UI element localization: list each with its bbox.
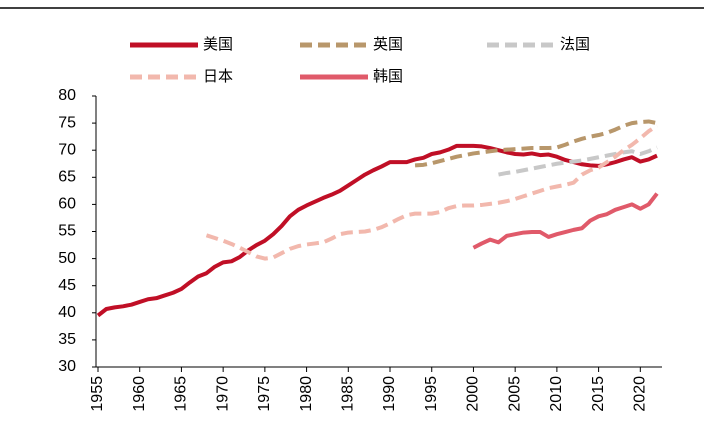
- x-tick-label: 1970: [214, 376, 231, 412]
- legend-label: 美国: [203, 36, 233, 53]
- x-tick-label: 2000: [465, 376, 482, 412]
- x-tick-label: 1975: [256, 376, 273, 412]
- legend-label: 法国: [560, 36, 590, 53]
- x-tick-label: 1990: [381, 376, 398, 412]
- x-tick-label: 2020: [632, 376, 649, 412]
- x-tick-label: 2010: [548, 376, 565, 412]
- x-tick-label: 1985: [340, 376, 357, 412]
- x-tick-label: 1960: [131, 376, 148, 412]
- series-line: [472, 192, 659, 250]
- x-tick-label: 1995: [423, 376, 440, 412]
- y-tick-label: 75: [58, 114, 76, 131]
- series-line: [205, 124, 659, 261]
- series-line: [96, 143, 658, 318]
- y-tick-label: 35: [58, 331, 76, 348]
- x-tick-label: 1965: [173, 376, 190, 412]
- legend-label: 英国: [373, 35, 403, 53]
- x-tick-label: 1980: [298, 376, 315, 412]
- y-tick-label: 60: [58, 196, 76, 213]
- series-line: [414, 119, 658, 168]
- y-tick-label: 70: [58, 141, 76, 158]
- legend-label: 日本: [203, 68, 233, 85]
- y-tick-label: 30: [58, 358, 76, 375]
- series-line: [498, 145, 658, 177]
- y-tick-label: 40: [58, 304, 76, 321]
- x-tick-label: 2015: [590, 376, 607, 412]
- x-tick-label: 2005: [506, 376, 523, 412]
- y-tick-label: 50: [58, 250, 76, 267]
- x-tick-label: 1955: [89, 376, 106, 412]
- y-tick-label: 45: [58, 277, 76, 294]
- legend-label: 韩国: [373, 68, 403, 85]
- y-tick-label: 80: [58, 87, 76, 104]
- y-tick-label: 55: [58, 223, 76, 240]
- y-tick-label: 65: [58, 169, 76, 186]
